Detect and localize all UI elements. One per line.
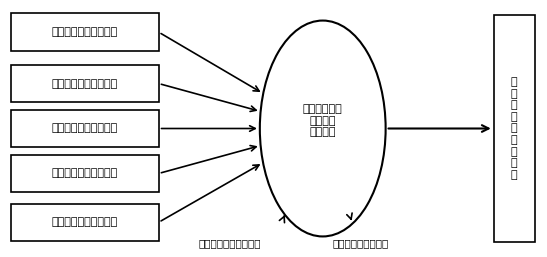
FancyBboxPatch shape (11, 13, 159, 51)
Text: 面部表情动作
数据合成
（算法）: 面部表情动作 数据合成 （算法） (303, 104, 342, 137)
Text: 眼球转动基础动作要素: 眼球转动基础动作要素 (51, 79, 118, 88)
FancyBboxPatch shape (493, 15, 535, 242)
Text: 嘴巴动作基础要素数据: 嘴巴动作基础要素数据 (51, 169, 118, 178)
Ellipse shape (260, 21, 386, 236)
FancyBboxPatch shape (11, 110, 159, 147)
Text: 面部综合表情动作要素: 面部综合表情动作要素 (51, 27, 118, 37)
FancyBboxPatch shape (11, 65, 159, 102)
Text: 面
部
表
情
动
作
数
据
流: 面 部 表 情 动 作 数 据 流 (511, 77, 517, 180)
Text: 内心表达、情感参数: 内心表达、情感参数 (333, 238, 389, 248)
Text: 舌头基础动作要素数据: 舌头基础动作要素数据 (51, 217, 118, 227)
FancyBboxPatch shape (11, 204, 159, 241)
FancyBboxPatch shape (11, 155, 159, 192)
Text: 眼脸动作基础要素数据: 眼脸动作基础要素数据 (51, 124, 118, 133)
Text: 语言表达内容（文字）: 语言表达内容（文字） (199, 238, 261, 248)
